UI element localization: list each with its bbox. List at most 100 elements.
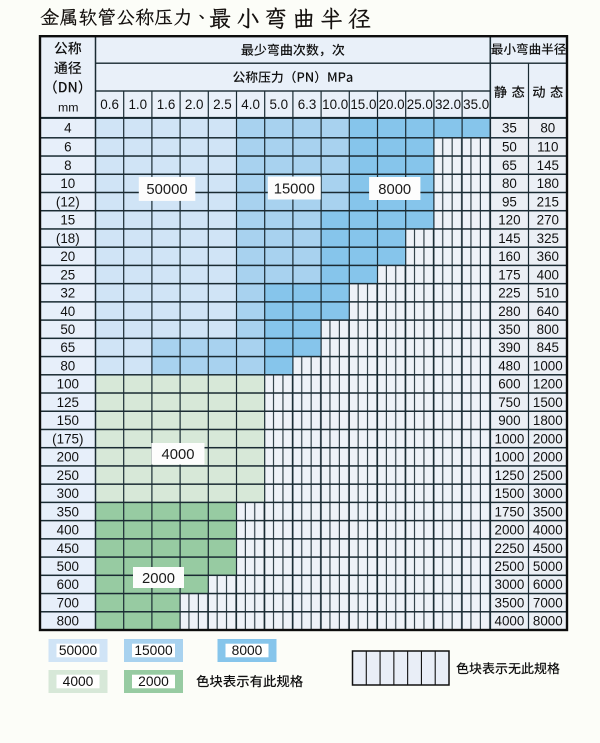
svg-text:80: 80 bbox=[60, 359, 75, 374]
svg-text:215: 215 bbox=[537, 194, 559, 209]
svg-text:1500: 1500 bbox=[495, 486, 525, 501]
svg-text:7000: 7000 bbox=[533, 596, 563, 611]
svg-text:5.0: 5.0 bbox=[269, 97, 288, 112]
svg-text:510: 510 bbox=[537, 286, 559, 301]
svg-text:180: 180 bbox=[537, 176, 559, 191]
svg-text:1750: 1750 bbox=[495, 504, 525, 519]
svg-text:15000: 15000 bbox=[274, 181, 315, 197]
svg-text:145: 145 bbox=[498, 231, 520, 246]
svg-text:8000: 8000 bbox=[232, 643, 263, 658]
svg-text:4: 4 bbox=[64, 121, 72, 136]
svg-text:32.0: 32.0 bbox=[435, 97, 461, 112]
svg-text:8000: 8000 bbox=[533, 614, 563, 629]
svg-text:32: 32 bbox=[60, 286, 75, 301]
svg-text:3000: 3000 bbox=[533, 486, 563, 501]
svg-text:1200: 1200 bbox=[533, 377, 563, 392]
svg-text:1.6: 1.6 bbox=[157, 97, 176, 112]
svg-text:400: 400 bbox=[537, 267, 559, 282]
svg-text:1500: 1500 bbox=[533, 395, 563, 410]
svg-text:300: 300 bbox=[57, 486, 79, 501]
svg-text:15.0: 15.0 bbox=[350, 97, 376, 112]
svg-text:1800: 1800 bbox=[533, 413, 563, 428]
svg-text:20.0: 20.0 bbox=[379, 97, 405, 112]
svg-text:900: 900 bbox=[498, 413, 520, 428]
svg-text:6: 6 bbox=[64, 140, 71, 155]
svg-text:360: 360 bbox=[537, 249, 559, 264]
svg-text:6.3: 6.3 bbox=[298, 97, 317, 112]
svg-text:3500: 3500 bbox=[533, 504, 563, 519]
svg-text:390: 390 bbox=[498, 340, 520, 355]
svg-text:8: 8 bbox=[64, 158, 71, 173]
svg-text:15: 15 bbox=[60, 213, 75, 228]
svg-text:10: 10 bbox=[60, 176, 75, 191]
svg-text:2000: 2000 bbox=[495, 523, 525, 538]
svg-text:4000: 4000 bbox=[63, 674, 94, 689]
svg-text:50000: 50000 bbox=[59, 643, 98, 658]
svg-text:2000: 2000 bbox=[142, 571, 175, 587]
svg-text:2500: 2500 bbox=[495, 559, 525, 574]
svg-text:2.0: 2.0 bbox=[185, 97, 204, 112]
svg-text:(12): (12) bbox=[56, 194, 80, 209]
svg-text:25.0: 25.0 bbox=[407, 97, 433, 112]
svg-text:4500: 4500 bbox=[533, 541, 563, 556]
svg-text:35.0: 35.0 bbox=[463, 97, 489, 112]
svg-text:175: 175 bbox=[498, 267, 520, 282]
svg-text:500: 500 bbox=[57, 559, 79, 574]
svg-text:280: 280 bbox=[498, 304, 520, 319]
svg-text:120: 120 bbox=[498, 213, 520, 228]
svg-text:110: 110 bbox=[537, 140, 558, 155]
svg-text:1250: 1250 bbox=[495, 468, 525, 483]
svg-text:400: 400 bbox=[57, 523, 79, 538]
svg-text:65: 65 bbox=[502, 158, 517, 173]
svg-text:600: 600 bbox=[498, 377, 520, 392]
svg-text:2500: 2500 bbox=[533, 468, 563, 483]
svg-text:700: 700 bbox=[57, 596, 79, 611]
svg-text:25: 25 bbox=[60, 267, 75, 282]
svg-text:450: 450 bbox=[57, 541, 79, 556]
svg-text:2000: 2000 bbox=[138, 674, 169, 689]
svg-text:50: 50 bbox=[60, 322, 75, 337]
svg-text:8000: 8000 bbox=[378, 182, 411, 198]
svg-text:2000: 2000 bbox=[533, 431, 563, 446]
svg-text:40: 40 bbox=[60, 304, 75, 319]
svg-text:6000: 6000 bbox=[533, 577, 563, 592]
svg-text:mm: mm bbox=[58, 100, 79, 114]
svg-text:1000: 1000 bbox=[495, 431, 525, 446]
svg-text:10.0: 10.0 bbox=[322, 97, 348, 112]
svg-text:160: 160 bbox=[498, 249, 520, 264]
svg-text:20: 20 bbox=[60, 249, 75, 264]
svg-text:50: 50 bbox=[502, 140, 517, 155]
svg-text:95: 95 bbox=[502, 194, 517, 209]
svg-text:125: 125 bbox=[57, 395, 79, 410]
svg-text:80: 80 bbox=[540, 121, 555, 136]
svg-text:150: 150 bbox=[57, 413, 79, 428]
svg-text:225: 225 bbox=[498, 286, 520, 301]
svg-text:(18): (18) bbox=[56, 231, 80, 246]
svg-text:800: 800 bbox=[537, 322, 559, 337]
svg-text:80: 80 bbox=[502, 176, 517, 191]
svg-text:145: 145 bbox=[537, 158, 559, 173]
svg-text:35: 35 bbox=[502, 121, 517, 136]
svg-text:100: 100 bbox=[57, 377, 79, 392]
svg-text:350: 350 bbox=[57, 504, 79, 519]
svg-text:4000: 4000 bbox=[495, 614, 525, 629]
svg-text:65: 65 bbox=[60, 340, 75, 355]
svg-text:845: 845 bbox=[537, 340, 559, 355]
svg-text:270: 270 bbox=[537, 213, 559, 228]
svg-text:1.0: 1.0 bbox=[128, 97, 147, 112]
svg-text:1000: 1000 bbox=[495, 450, 525, 465]
svg-text:800: 800 bbox=[57, 614, 79, 629]
svg-text:50000: 50000 bbox=[146, 182, 187, 198]
svg-text:5000: 5000 bbox=[533, 559, 563, 574]
svg-text:3500: 3500 bbox=[495, 596, 525, 611]
svg-text:2250: 2250 bbox=[495, 541, 525, 556]
svg-text:2000: 2000 bbox=[533, 450, 563, 465]
svg-text:4.0: 4.0 bbox=[241, 97, 260, 112]
svg-text:600: 600 bbox=[57, 577, 79, 592]
svg-text:(175): (175) bbox=[52, 431, 83, 446]
svg-text:350: 350 bbox=[498, 322, 520, 337]
svg-text:3000: 3000 bbox=[495, 577, 525, 592]
svg-text:4000: 4000 bbox=[162, 447, 195, 463]
svg-text:4000: 4000 bbox=[533, 523, 563, 538]
svg-text:1000: 1000 bbox=[533, 359, 563, 374]
